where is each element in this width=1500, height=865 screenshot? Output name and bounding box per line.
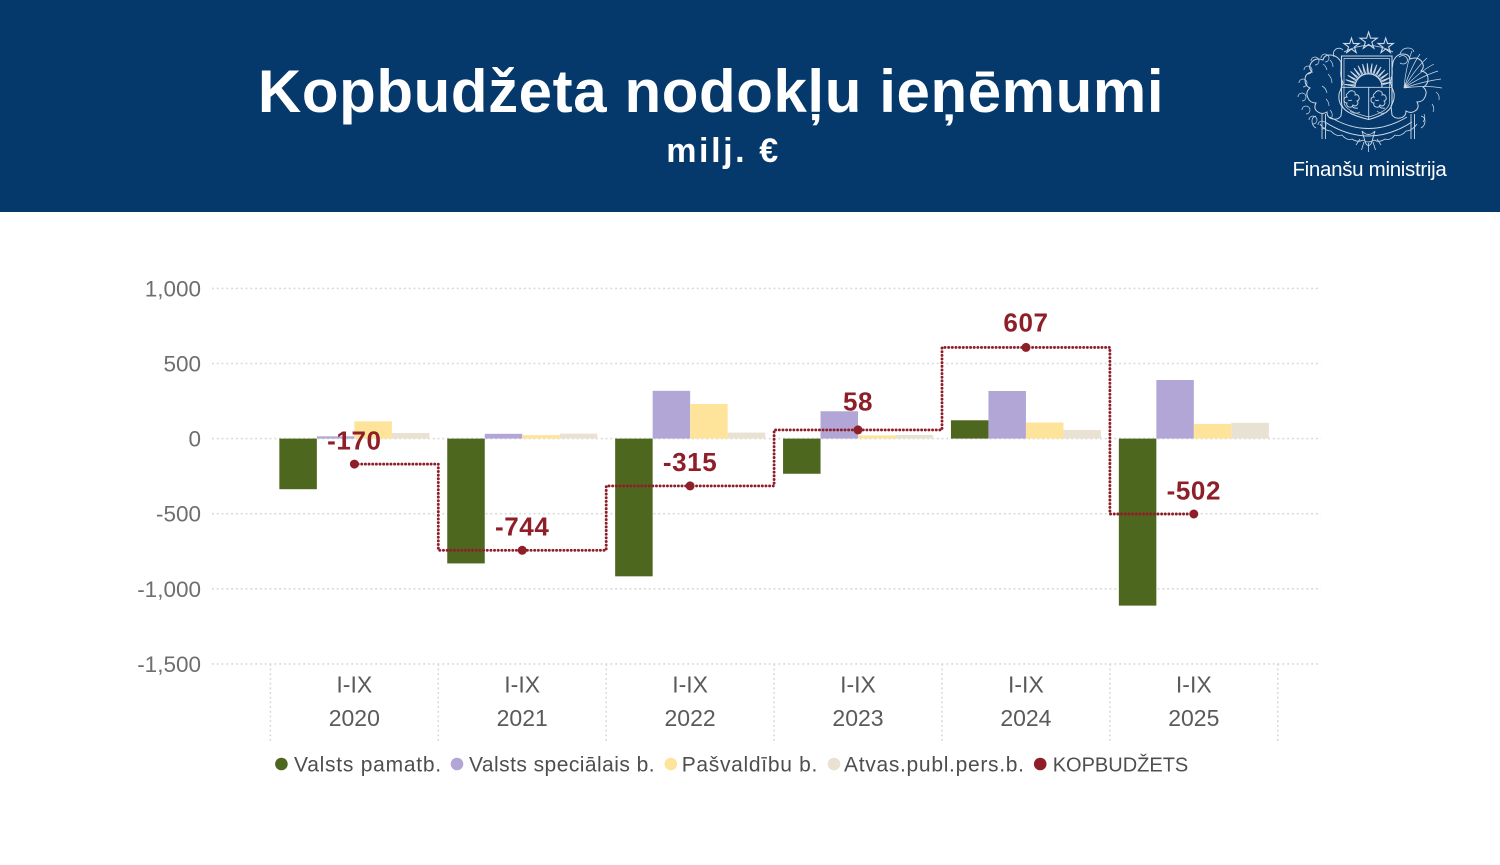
svg-text:2025: 2025: [1168, 705, 1219, 731]
svg-text:Kopbudžeta nodokļu ieņēmumi: Kopbudžeta nodokļu ieņēmumi: [258, 58, 1164, 125]
svg-text:milj. €: milj. €: [666, 132, 781, 170]
svg-text:I-IX: I-IX: [840, 671, 876, 697]
svg-text:Atvas.publ.pers.b.: Atvas.publ.pers.b.: [844, 754, 1025, 777]
svg-text:I-IX: I-IX: [1008, 671, 1044, 697]
svg-text:2023: 2023: [832, 705, 883, 731]
svg-text:500: 500: [163, 352, 201, 377]
svg-text:Pašvaldību b.: Pašvaldību b.: [682, 754, 818, 777]
svg-text:-315: -315: [663, 447, 717, 477]
svg-text:-1,500: -1,500: [137, 652, 201, 677]
svg-text:2020: 2020: [329, 705, 380, 731]
svg-text:607: 607: [1003, 308, 1048, 338]
svg-text:Valsts pamatb.: Valsts pamatb.: [294, 754, 442, 777]
svg-text:I-IX: I-IX: [672, 671, 708, 697]
svg-text:-500: -500: [156, 502, 201, 527]
svg-text:I-IX: I-IX: [504, 671, 540, 697]
svg-text:I-IX: I-IX: [1176, 671, 1212, 697]
svg-text:2021: 2021: [497, 705, 548, 731]
svg-text:2024: 2024: [1000, 705, 1051, 731]
svg-text:2022: 2022: [665, 705, 716, 731]
svg-text:I-IX: I-IX: [336, 671, 372, 697]
svg-text:58: 58: [843, 387, 873, 417]
svg-text:-502: -502: [1167, 475, 1221, 505]
svg-text:-1,000: -1,000: [137, 577, 201, 602]
svg-text:Finanšu ministrija: Finanšu ministrija: [1292, 158, 1447, 181]
svg-text:Valsts speciālais b.: Valsts speciālais b.: [469, 754, 655, 777]
svg-text:-170: -170: [327, 426, 381, 456]
svg-text:0: 0: [188, 427, 201, 452]
svg-text:KOPBUDŽETS: KOPBUDŽETS: [1053, 754, 1189, 777]
svg-text:-744: -744: [495, 512, 549, 542]
svg-text:1,000: 1,000: [145, 276, 201, 301]
